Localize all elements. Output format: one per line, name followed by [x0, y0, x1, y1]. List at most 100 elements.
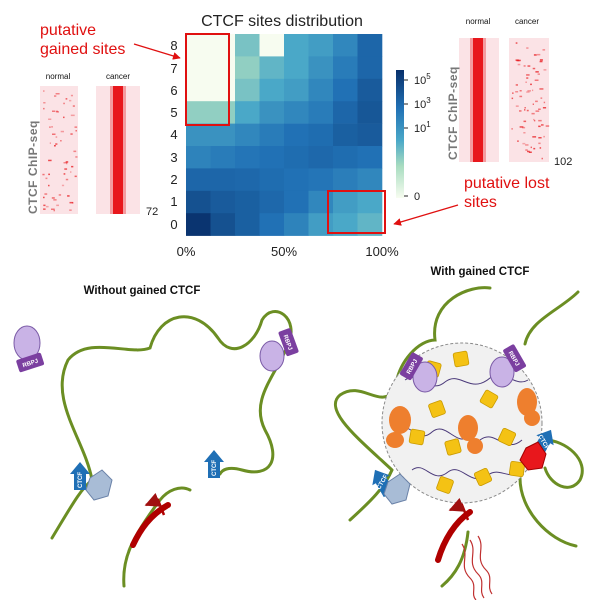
chip-signal-speck: [54, 95, 57, 97]
chip-signal-speck: [538, 125, 541, 128]
chip-signal-speck: [64, 168, 68, 170]
chip-signal-speck: [69, 209, 72, 211]
heatmap-cell: [259, 101, 285, 124]
chip-signal-speck: [43, 196, 45, 199]
heatmap-cell: [235, 146, 260, 169]
heatmap-cell: [308, 146, 334, 169]
chip-signal-speck: [52, 110, 55, 112]
chip-signal-speck: [525, 81, 527, 83]
x-tick-label: 50%: [271, 244, 297, 259]
chip-signal-speck: [43, 90, 45, 92]
heatmap-cell: [259, 168, 285, 192]
heatmap-cell: [259, 123, 285, 147]
heatmap-cell: [308, 123, 334, 147]
chip-signal-speck: [55, 136, 58, 138]
chip-signal-speck: [540, 97, 543, 99]
chip-signal-speck: [51, 208, 55, 210]
heatmap-cell: [259, 213, 285, 236]
chip-signal-speck: [526, 47, 529, 49]
chip-signal-speck: [517, 63, 521, 66]
chip-signal-speck: [51, 126, 53, 128]
chip-signal-speck: [71, 165, 74, 168]
chip-signal-speck: [537, 73, 540, 75]
chip-count: 72: [146, 206, 158, 218]
chip-signal-speck: [65, 98, 68, 100]
chip-signal-speck: [524, 109, 526, 111]
chip-signal-speck: [522, 142, 526, 145]
heatmap-cell: [186, 56, 211, 80]
heatmap-cell: [333, 56, 358, 80]
chip-signal-speck: [516, 59, 520, 62]
heatmap-cell: [333, 190, 358, 214]
heatmap-cell: [284, 78, 309, 102]
chip-signal-speck: [73, 150, 77, 153]
chip-signal-speck: [541, 124, 544, 126]
cofactor-blobs: [386, 388, 540, 454]
lost-sites-box: [327, 190, 386, 234]
ctcf-label: CTCF: [212, 460, 218, 476]
panel-left-diagram: RBPJ RBPJ CTCF CTCF: [13, 310, 299, 588]
chip-signal-speck: [519, 90, 522, 92]
heatmap-cell: [357, 168, 383, 192]
chip-axis-label: CTCF ChIP-seq: [26, 120, 40, 214]
heatmap-cell: [357, 146, 383, 169]
cofactor-squares: [408, 350, 526, 494]
heatmap-cell: [357, 101, 383, 124]
heatmap-cell: [259, 56, 285, 80]
chip-signal-speck: [54, 145, 56, 147]
chip-signal-speck: [70, 94, 73, 97]
heatmap-y-ticks: 8 7 6 5 4 3 2 1 0: [170, 38, 177, 232]
chip-signal-speck: [538, 137, 542, 139]
chip-seq-right: normal cancer CTCF ChIP-seq 102: [446, 17, 572, 168]
heatmap-cell: [210, 34, 236, 57]
chip-signal-speck: [55, 110, 58, 113]
heatmap-cell: [357, 56, 383, 80]
chip-signal-speck: [511, 97, 514, 100]
heatmap-cell: [357, 190, 383, 214]
y-tick-label: 6: [170, 83, 177, 98]
heatmap-cell: [357, 78, 383, 102]
lost-arrow: [393, 204, 459, 226]
heatmap-cell: [357, 34, 383, 57]
chip-signal-speck: [63, 116, 65, 119]
chip-normal-track: [40, 86, 78, 214]
heatmap-cell: [333, 123, 358, 147]
chip-signal-speck: [56, 111, 59, 113]
heatmap-cell: [186, 123, 211, 147]
heatmap-cell: [186, 101, 211, 124]
heatmap-cell: [333, 101, 358, 124]
cofactor-hexagon: [85, 469, 113, 501]
gene-body: [130, 502, 171, 548]
chip-signal-speck: [532, 89, 534, 92]
heatmap-x-ticks: 0% 50% 100%: [177, 244, 399, 259]
chip-signal-speck: [530, 146, 532, 149]
heatmap-cell: [284, 56, 309, 80]
y-tick-label: 4: [170, 127, 177, 142]
heatmap-cell: [333, 213, 358, 236]
heatmap-cell: [210, 56, 236, 80]
heatmap-cell: [308, 190, 334, 214]
heatmap-cell: [259, 78, 285, 102]
ctcf-arrow-right: CTCF: [204, 450, 224, 478]
chip-signal-speck: [65, 178, 69, 181]
rbpj-protein-left: RBPJ: [13, 325, 45, 373]
heatmap-cell: [308, 101, 334, 124]
chip-signal-speck: [43, 102, 46, 104]
chip-axis-label: CTCF ChIP-seq: [446, 66, 460, 160]
chip-seq-left: normal cancer CTCF ChIP-seq 72: [26, 72, 158, 218]
chip-signal-speck: [70, 114, 75, 117]
lost-label-line2: sites: [464, 194, 497, 211]
chip-count: 102: [554, 156, 572, 168]
heatmap-cell: [235, 34, 260, 57]
chip-signal-speck: [74, 126, 78, 128]
panel-right-title: With gained CTCF: [431, 266, 530, 278]
chip-signal-speck: [528, 151, 532, 153]
chip-signal-speck: [525, 144, 529, 146]
heatmap-cell: [186, 146, 211, 169]
x-tick-label: 100%: [365, 244, 399, 259]
chip-signal-speck: [515, 105, 519, 107]
chromatin-fiber: [50, 310, 293, 588]
chip-signal-speck: [511, 128, 513, 130]
chip-signal-speck: [519, 95, 523, 98]
chip-signal-speck: [56, 204, 59, 207]
